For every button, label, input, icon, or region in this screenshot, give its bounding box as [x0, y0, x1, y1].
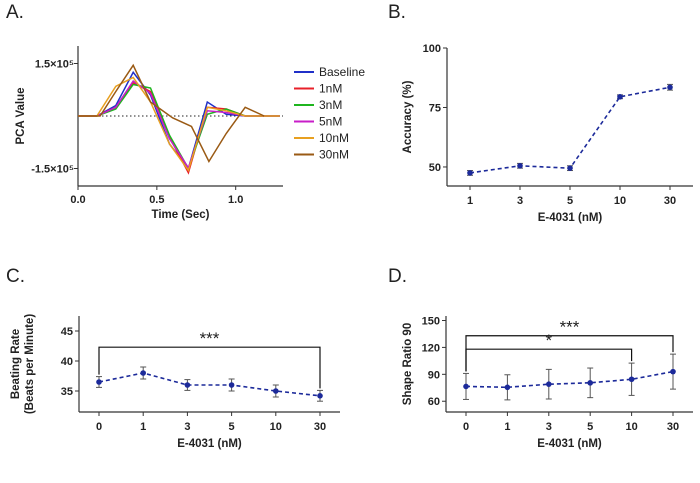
series-line-10nM	[78, 76, 280, 172]
data-point	[628, 376, 635, 383]
y-tick-label: 100	[423, 43, 441, 55]
y-tick-label: 75	[429, 102, 441, 114]
x-tick-label: 5	[229, 421, 235, 433]
data-point	[184, 382, 191, 388]
y-tick-label: 45	[61, 326, 73, 338]
x-tick-label: 1	[504, 421, 510, 433]
y-tick-label: 40	[61, 356, 73, 368]
y-tick-label: 90	[428, 369, 440, 381]
data-point	[670, 368, 676, 375]
data-point	[140, 370, 146, 376]
x-tick-label: 1	[140, 421, 146, 433]
y-tick-label: 150	[422, 315, 440, 327]
data-point	[228, 382, 235, 388]
series-line-1nM	[78, 81, 280, 175]
x-tick-label: 0.5	[149, 194, 164, 206]
x-axis-label: E-4031 (nM)	[537, 438, 602, 450]
x-tick-label: 30	[664, 195, 676, 207]
x-tick-label: 3	[184, 421, 190, 433]
legend-label: 5nM	[319, 115, 342, 129]
panel-a: A. 0.0 0.5 1.0 1.5×10⁵ -1.5×10⁵ Time (Sec) PCA …	[6, 2, 365, 221]
panel-letter: B.	[388, 2, 406, 23]
data-point	[463, 383, 469, 390]
x-tick-label: 0	[96, 421, 102, 433]
series-line	[465, 370, 674, 389]
x-tick-label: 0.0	[70, 194, 85, 206]
panel-d: D. 0 1 3 5 10 30 60 90 120 150 E-4031 (nM) Shape Rat…	[388, 266, 693, 450]
significance-label: *	[545, 331, 552, 350]
data-point	[96, 379, 102, 385]
significance-bracket	[98, 346, 321, 389]
y-axis-label: Accuracy (%)	[402, 80, 414, 153]
data-point	[587, 380, 593, 386]
x-axis-label: E-4031 (nM)	[177, 438, 242, 450]
y-tick-label: 1.5×10⁵	[35, 59, 74, 71]
legend-label: Baseline	[319, 65, 365, 79]
data-point	[667, 84, 673, 91]
y-tick-label: 35	[61, 386, 73, 398]
legend-label: 1nM	[319, 82, 342, 96]
y-tick-label: 60	[428, 396, 440, 408]
x-tick-label: 10	[614, 195, 626, 207]
legend-label: 3nM	[319, 98, 342, 112]
y-tick-label: 120	[422, 342, 440, 354]
y-tick-label: -1.5×10⁵	[31, 164, 74, 176]
significance-label: ***	[560, 318, 580, 337]
data-point	[567, 165, 573, 171]
x-tick-label: 10	[270, 421, 282, 433]
panel-letter: D.	[388, 266, 407, 287]
x-tick-label: 3	[517, 195, 523, 207]
series-line	[469, 86, 671, 174]
x-tick-label: 5	[587, 421, 593, 433]
x-axis-label: Time (Sec)	[152, 209, 210, 221]
x-tick-label: 5	[567, 195, 573, 207]
y-axis-label-2: (Beats per Minute)	[24, 314, 36, 414]
panel-letter-a: A.	[6, 2, 24, 23]
data-point	[517, 162, 523, 169]
panel-b: B. 1 3 5 10 30 50 75 100 E-4031 (nM) Accuracy (%)	[388, 2, 693, 224]
significance-label: ***	[200, 329, 220, 348]
legend-label: 10nM	[319, 131, 349, 145]
legend-label: 30nM	[319, 148, 349, 162]
x-tick-label: 30	[667, 421, 679, 433]
panel-letter: C.	[6, 266, 25, 287]
x-tick-label: 1.0	[228, 194, 243, 206]
data-point	[617, 93, 623, 100]
x-tick-label: 10	[625, 421, 637, 433]
data-point	[467, 170, 473, 176]
x-tick-label: 30	[314, 421, 326, 433]
x-tick-label: 1	[467, 195, 473, 207]
series-line	[98, 372, 321, 397]
data-point	[504, 384, 511, 391]
x-tick-label: 3	[546, 421, 552, 433]
data-point	[273, 388, 279, 394]
data-point	[546, 381, 552, 387]
significance-bracket	[465, 335, 674, 372]
y-axis-label: PCA Value	[15, 87, 27, 144]
significance-bracket	[465, 348, 633, 372]
x-axis-label: E-4031 (nM)	[538, 212, 603, 224]
x-tick-label: 0	[463, 421, 469, 433]
y-tick-label: 50	[429, 162, 441, 174]
data-point	[317, 393, 323, 399]
series-line-30nM	[78, 63, 265, 164]
y-axis-label: Shape Ratio 90	[402, 323, 414, 405]
y-axis-label: Beating Rate	[10, 329, 22, 399]
